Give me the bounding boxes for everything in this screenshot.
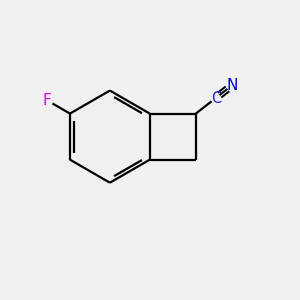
Text: N: N <box>226 78 238 93</box>
Text: F: F <box>42 93 51 108</box>
Text: C: C <box>211 91 221 106</box>
